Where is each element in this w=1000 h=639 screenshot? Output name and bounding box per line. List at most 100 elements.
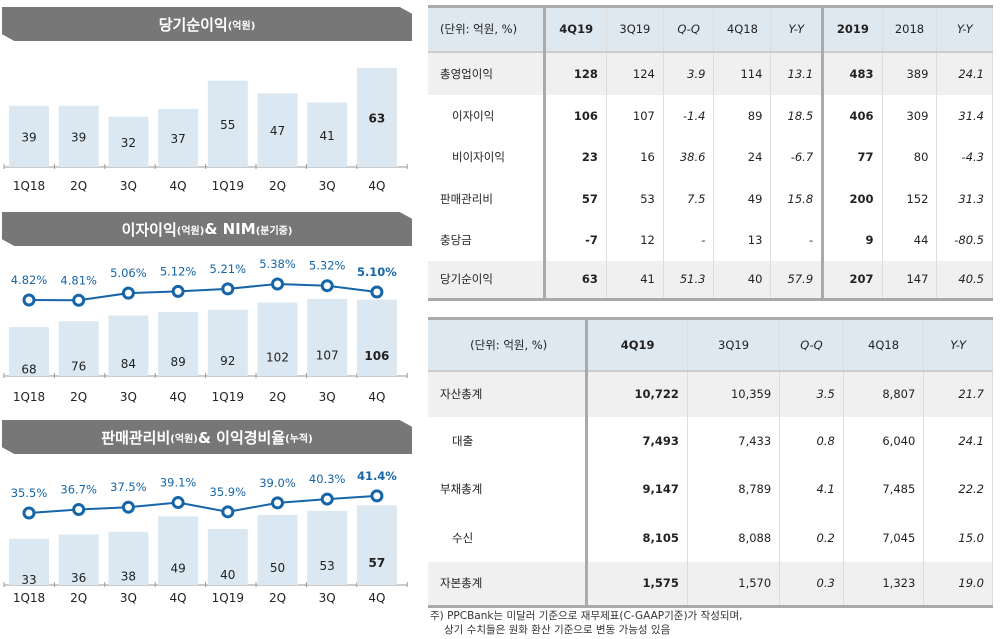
title-unit: (분기중): [255, 225, 293, 237]
bar: [108, 531, 149, 585]
cell: 77: [822, 136, 883, 178]
cell: 18.5: [770, 94, 825, 137]
cell: Q-Q: [663, 6, 715, 53]
bar: [158, 108, 199, 167]
bar-value-label: 107: [316, 348, 339, 362]
line-value-label: 35.9%: [210, 485, 247, 499]
row-label: 이자이익: [428, 94, 547, 137]
title-text: 판매관리비: [101, 428, 171, 447]
net-income-bar-chart: 39 1Q18 39 2Q 32 3Q 37 4Q 55 1Q19 47 2Q 41 3Q 63 4Q: [3, 68, 408, 193]
table-row: 충당금 -7 12-13-9 44 -80.5: [428, 219, 993, 261]
row-label: 자본총계: [428, 561, 589, 607]
bar-value-label: 89: [170, 355, 185, 369]
x-tick-label: 4Q: [368, 390, 385, 404]
bar: [207, 309, 248, 376]
cell: 15.8: [770, 177, 825, 220]
bar: [307, 510, 348, 585]
cell: 3.5: [779, 370, 844, 417]
cell: 0.2: [779, 513, 844, 562]
x-tick-label: 4Q: [368, 591, 385, 605]
line-point: [72, 503, 86, 517]
cell: 23: [544, 136, 607, 178]
title-text: 이자이익: [121, 220, 177, 239]
line-value-label: 5.38%: [259, 257, 296, 271]
x-tick-label: 3Q: [319, 591, 336, 605]
title-text: 당기순이익: [158, 15, 228, 34]
cell: 22.2: [923, 464, 993, 514]
table-row: 대출 7,493 7,433 0.8 6,040 24.1: [428, 416, 993, 465]
bar: [207, 529, 248, 585]
cell: 19.0: [923, 561, 993, 607]
line-value-label: 5.10%: [357, 265, 397, 279]
line-point: [22, 506, 36, 520]
footnote-line: 상기 수치들은 원화 환산 기준으로 변동 가능성 있음: [444, 624, 671, 636]
cell: -: [663, 219, 715, 261]
bar-value-label: 76: [71, 360, 86, 374]
line-series: [28, 494, 377, 514]
line-point: [221, 282, 235, 296]
line-point: [22, 293, 36, 307]
cell: -: [770, 219, 825, 261]
cell: 7.5: [663, 177, 715, 220]
title-unit: (억원): [176, 225, 205, 237]
table-row: 자본총계 1,575 1,570 0.3 1,323 19.0: [428, 561, 993, 607]
cell: -6.7: [770, 136, 825, 178]
cell: -80.5: [936, 219, 993, 261]
row-label: 판매관리비: [428, 177, 547, 220]
line-point: [320, 492, 334, 506]
cell: 2019: [822, 6, 883, 53]
bar-value-label: 36: [71, 571, 86, 585]
x-tick-label: 3Q: [319, 179, 336, 193]
sga-chart-title: 판매관리비 (억원) & 이익경비율 (누적): [2, 420, 412, 454]
bar: [108, 315, 149, 376]
cell: 4Q19: [544, 6, 607, 53]
bar: [9, 105, 49, 167]
bar: [257, 302, 298, 376]
cell: 4Q18: [713, 6, 772, 53]
cell: 8,807: [843, 370, 925, 417]
line-point: [370, 285, 384, 299]
table-row: 이자이익 106 107 -1.4 89 18.5 406 309 31.4: [428, 94, 993, 137]
bar-value-label: 68: [21, 363, 36, 377]
cell: 40: [713, 260, 772, 300]
line-point: [271, 277, 284, 291]
bar-value-label: 40: [220, 568, 235, 582]
bar-value-label: 92: [220, 354, 235, 368]
cell: Y-Y: [770, 6, 825, 53]
line-value-label: 39.0%: [259, 476, 296, 490]
line-value-label: 39.1%: [160, 476, 197, 490]
bar: [356, 505, 397, 585]
bar: [207, 80, 248, 167]
row-label: 비이자이익: [428, 136, 547, 178]
bar-value-label: 41: [320, 129, 335, 143]
cell: 4Q18: [843, 318, 925, 372]
x-tick-label: 4Q: [170, 390, 187, 404]
bar-value-label: 106: [364, 349, 389, 363]
line-value-label: 41.4%: [357, 469, 397, 483]
cell: 7,493: [586, 416, 688, 465]
bar: [158, 311, 199, 376]
cell: 0.8: [779, 416, 844, 465]
line-point: [171, 496, 185, 510]
cell: 38.6: [663, 136, 715, 178]
line-point: [121, 500, 135, 514]
bar-value-label: 55: [220, 118, 235, 132]
cell: 8,105: [586, 513, 688, 562]
cell: 89: [713, 94, 772, 137]
bar-value-label: 33: [21, 573, 36, 587]
table-row: 총영업이익 128 124 3.9 114 13.1 483 389 24.1: [428, 51, 993, 95]
bar: [307, 298, 348, 376]
bar: [356, 299, 397, 376]
cell: 31.4: [936, 94, 993, 137]
cell: 8,088: [687, 513, 781, 562]
cell: 21.7: [923, 370, 993, 417]
line-series: [28, 282, 378, 302]
cell: 152: [882, 177, 938, 220]
bar-value-label: 50: [270, 561, 285, 575]
footnote: 주) PPCBank는 미달러 기준으로 재무제표(C-GAAP기준)가 작성되…: [430, 609, 743, 637]
bar: [9, 538, 49, 585]
row-label: 자산총계: [428, 370, 589, 417]
line-value-label: 5.06%: [110, 266, 147, 280]
cell: 406: [822, 94, 883, 137]
cell: 107: [606, 94, 664, 137]
